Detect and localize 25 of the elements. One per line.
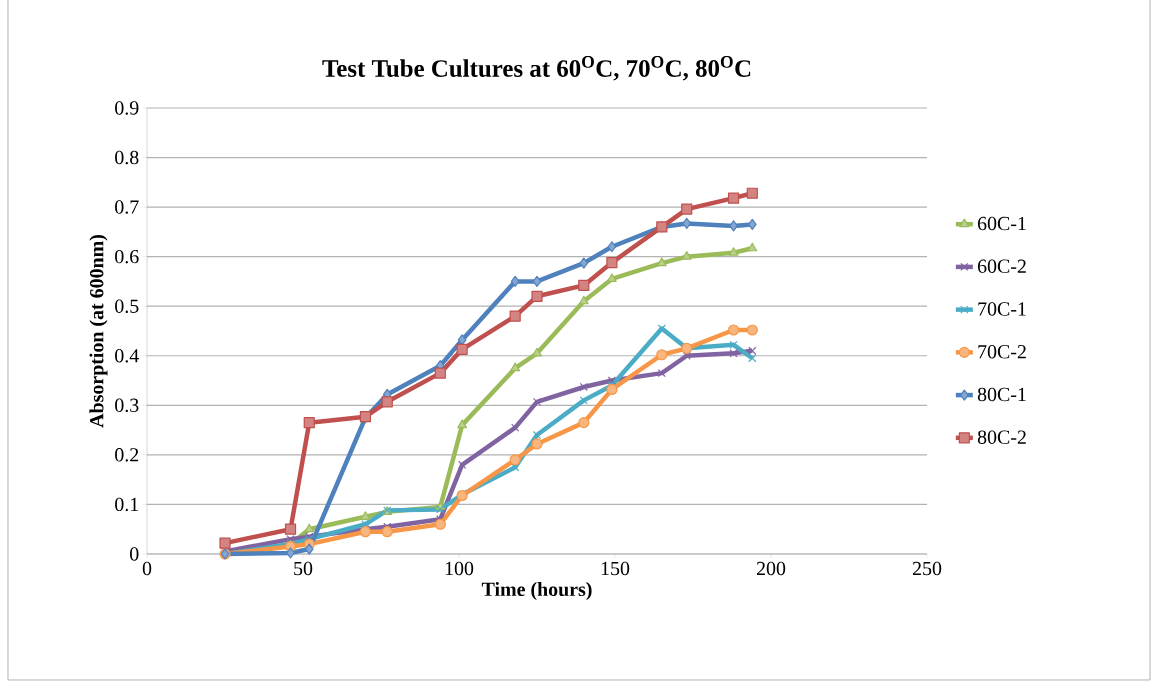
y-tick-label: 0.4 [115,349,139,363]
legend-label: 60C-2 [977,259,1026,273]
legend-label: 60C-1 [977,216,1026,231]
y-tick-label: 0 [130,547,139,561]
x-tick-label: 150 [601,561,630,576]
legend-label: 70C-2 [978,344,1026,359]
legend-label: 80C-1 [977,387,1026,402]
x-tick-label: 250 [912,561,942,576]
x-axis-title: Time (hours) [481,582,592,601]
y-tick-label: 0.5 [115,299,139,313]
chart-title: Test Tube Cultures at 60$^{O}$C, 70$^{O}$C, 80$^{O}$C [322,56,751,81]
x-tick-label: 50 [294,561,313,576]
y-tick-label: 0.8 [115,150,139,165]
y-tick-label: 0.3 [115,398,139,413]
y-tick-label: 0.6 [115,249,139,264]
y-tick-label: 0.1 [115,497,139,512]
y-tick-label: 0.7 [115,200,139,214]
x-tick-label: 200 [756,561,786,576]
legend-label: 70C-1 [978,302,1026,316]
y-tick-label: 0.2 [115,448,139,462]
x-tick-label: 100 [445,561,474,576]
y-axis-title: Absorption (at 600nm) [89,235,108,428]
y-tick-label: 0.9 [115,101,139,115]
legend-label: 80C-2 [977,430,1026,444]
x-tick-label: 0 [142,561,152,576]
